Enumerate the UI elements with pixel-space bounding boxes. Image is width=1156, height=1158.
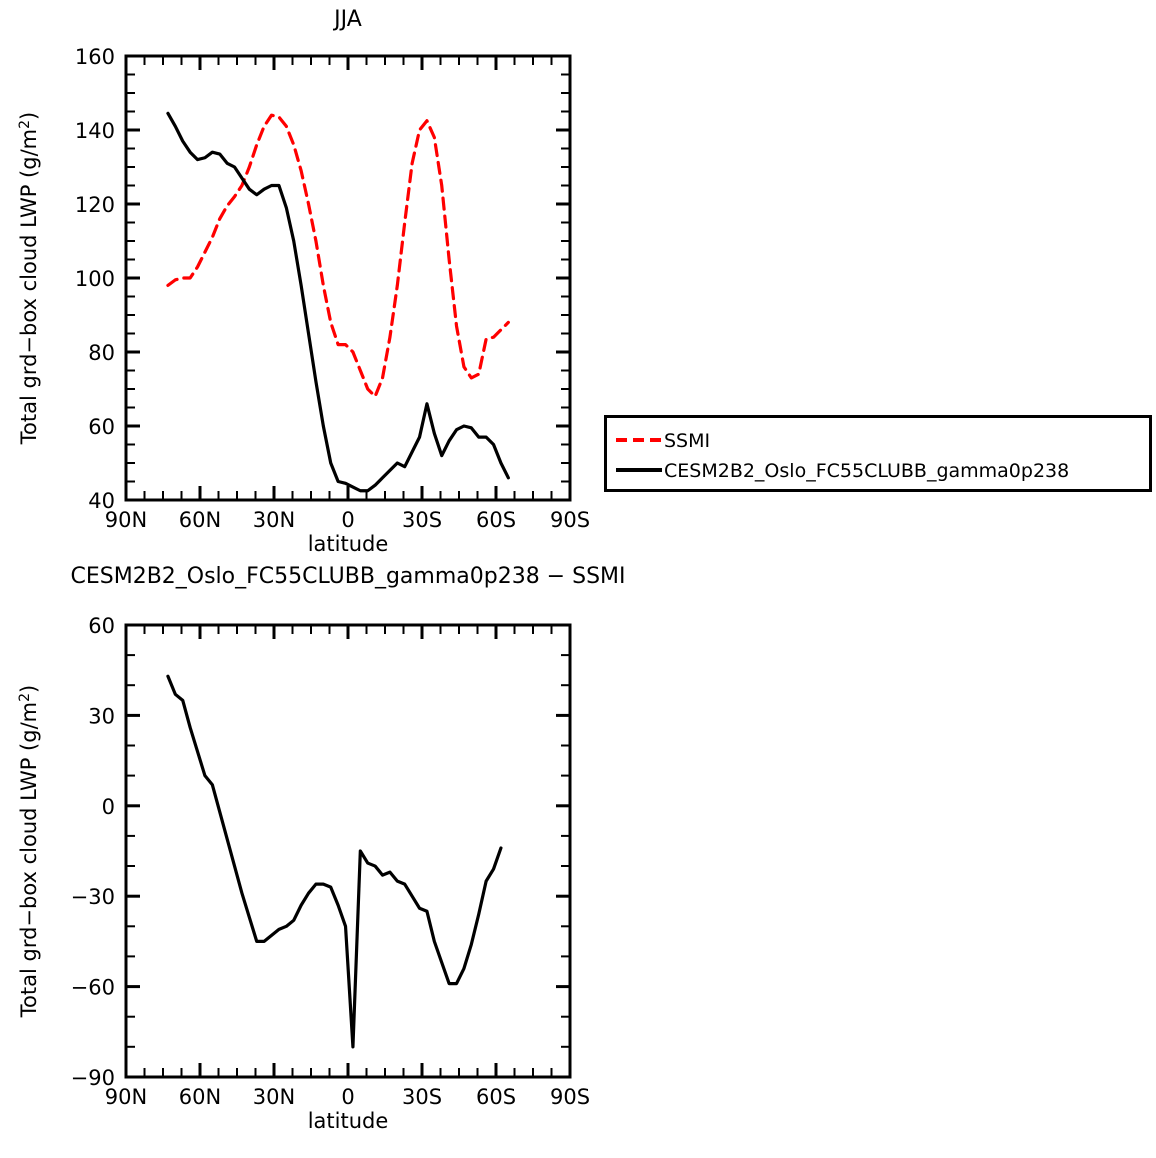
top-chart-y-minor-ticks xyxy=(126,73,570,483)
bottom-ytick-3: −30 xyxy=(71,885,115,909)
top-chart-y-ticks xyxy=(126,54,570,502)
top-ytick-2: 120 xyxy=(75,193,115,217)
top-chart-panel: JJA Total grd−box cloud LWP (g/m2) xyxy=(0,0,600,560)
bottom-chart-plot-frame xyxy=(124,623,572,1079)
legend-label-ssmi: SSMI xyxy=(664,430,710,452)
bottom-chart-svg: Total grd−box cloud LWP (g/m2) xyxy=(17,614,590,1133)
bottom-chart-title-svg: CESM2B2_Oslo_FC55CLUBB_gamma0p238 − SSMI xyxy=(70,564,625,589)
series-line-0 xyxy=(166,674,503,1049)
bottom-chart-xlabel: latitude xyxy=(308,1109,389,1133)
bottom-ytick-2: 0 xyxy=(102,795,115,819)
top-xtick-5: 60S xyxy=(476,508,516,532)
top-chart-series-group xyxy=(166,111,510,493)
top-chart-plot-frame xyxy=(124,54,572,502)
bottom-ylabel-close: ) xyxy=(17,685,41,693)
top-chart-y-tick-labels: 160 140 120 100 80 60 40 xyxy=(75,45,115,513)
top-chart-title: JJA xyxy=(332,7,362,32)
bottom-chart-y-minor-ticks xyxy=(126,654,570,1048)
top-xtick-1: 60N xyxy=(179,508,221,532)
bottom-ytick-4: −60 xyxy=(71,976,115,1000)
top-chart-x-tick-labels: 90N 60N 30N 0 30S 60S 90S xyxy=(105,508,590,532)
top-ylabel-close: ) xyxy=(17,112,41,120)
bottom-chart-series-group xyxy=(166,674,503,1049)
series-line-1 xyxy=(166,111,510,493)
top-xtick-4: 30S xyxy=(402,508,442,532)
bottom-ytick-1: 30 xyxy=(88,704,115,728)
top-chart-xlabel: latitude xyxy=(308,532,389,556)
top-ytick-3: 100 xyxy=(75,267,115,291)
bottom-chart-x-tick-labels: 90N 60N 30N 0 30S 60S 90S xyxy=(105,1085,590,1109)
legend-label-model: CESM2B2_Oslo_FC55CLUBB_gamma0p238 xyxy=(664,460,1069,482)
top-ytick-6: 40 xyxy=(88,489,115,513)
series-line-0 xyxy=(166,113,510,398)
top-xtick-2: 30N xyxy=(253,508,295,532)
top-ytick-1: 140 xyxy=(75,119,115,143)
svg-text:Total grd−box cloud LWP (g/m2): Total grd−box cloud LWP (g/m2) xyxy=(17,685,41,1018)
bottom-xtick-2: 30N xyxy=(253,1085,295,1109)
bottom-chart-x-ticks xyxy=(124,625,572,1077)
bottom-xtick-1: 60N xyxy=(179,1085,221,1109)
bottom-ylabel-sup: 2 xyxy=(17,693,33,702)
top-xtick-0: 90N xyxy=(105,508,147,532)
chart-legend: SSMI CESM2B2_Oslo_FC55CLUBB_gamma0p238 xyxy=(604,415,1152,492)
top-chart-x-ticks xyxy=(124,56,572,500)
top-ytick-4: 80 xyxy=(88,341,115,365)
top-xtick-6: 90S xyxy=(550,508,590,532)
bottom-chart-ylabel: Total grd−box cloud LWP (g/m2) xyxy=(17,685,41,1018)
bottom-ytick-0: 60 xyxy=(88,614,115,638)
bottom-xtick-6: 90S xyxy=(550,1085,590,1109)
legend-svg: SSMI CESM2B2_Oslo_FC55CLUBB_gamma0p238 xyxy=(604,415,1152,492)
bottom-chart-title: CESM2B2_Oslo_FC55CLUBB_gamma0p238 − SSMI xyxy=(70,564,625,589)
bottom-xtick-3: 0 xyxy=(341,1085,354,1109)
top-chart-ylabel: Total grd−box cloud LWP (g/m2) xyxy=(17,112,41,445)
top-ylabel-sup: 2 xyxy=(17,120,33,129)
top-ytick-5: 60 xyxy=(88,415,115,439)
svg-text:Total grd−box cloud LWP (g/m2): Total grd−box cloud LWP (g/m2) xyxy=(17,112,41,445)
bottom-xtick-5: 60S xyxy=(476,1085,516,1109)
bottom-chart-y-ticks xyxy=(126,623,570,1079)
bottom-xtick-0: 90N xyxy=(105,1085,147,1109)
legend-box xyxy=(604,415,1152,492)
bottom-chart-y-tick-labels: 60 30 0 −30 −60 −90 xyxy=(71,614,115,1090)
bottom-ylabel-main: Total grd−box cloud LWP (g/m xyxy=(17,702,41,1018)
bottom-chart-panel: Total grd−box cloud LWP (g/m2) xyxy=(0,592,600,1158)
top-ytick-0: 160 xyxy=(75,45,115,69)
top-ylabel-main: Total grd−box cloud LWP (g/m xyxy=(17,129,41,445)
bottom-xtick-4: 30S xyxy=(402,1085,442,1109)
top-chart-x-minor-ticks xyxy=(143,56,553,500)
bottom-ytick-5: −90 xyxy=(71,1066,115,1090)
top-chart-svg: JJA Total grd−box cloud LWP (g/m2) xyxy=(17,7,590,556)
bottom-chart-x-minor-ticks xyxy=(143,625,553,1077)
bottom-chart-title-wrap: CESM2B2_Oslo_FC55CLUBB_gamma0p238 − SSMI xyxy=(0,558,700,592)
top-xtick-3: 0 xyxy=(341,508,354,532)
